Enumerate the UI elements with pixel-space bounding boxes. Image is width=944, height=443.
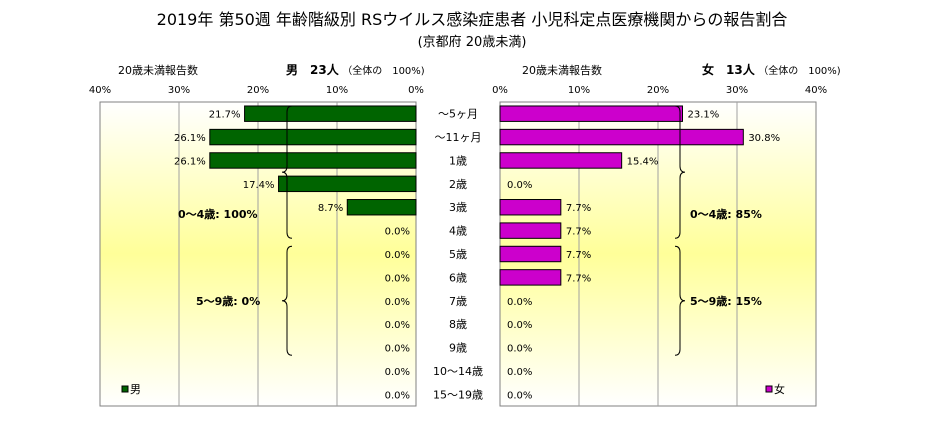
x-tick-label: 30% — [726, 85, 748, 96]
female-data-label: 15.4% — [627, 156, 659, 167]
left-panel-header: 男 23人 （全体の 100%) — [286, 61, 425, 78]
male-data-label: 17.4% — [243, 180, 275, 191]
male-data-label: 8.7% — [318, 203, 343, 214]
legend-label-male: 男 — [130, 383, 141, 396]
male-data-label: 0.0% — [385, 344, 410, 355]
female-5-9-brace — [674, 245, 686, 356]
male-data-label: 0.0% — [385, 227, 410, 238]
category-label: 6歳 — [449, 271, 467, 284]
x-tick-label: 0% — [492, 85, 508, 96]
category-label: 9歳 — [449, 342, 467, 355]
female-bar — [499, 269, 562, 286]
category-label: 10～14歳 — [433, 365, 483, 378]
female-data-label: 0.0% — [507, 180, 532, 191]
female-bar — [499, 128, 744, 146]
male-data-label: 0.0% — [385, 250, 410, 261]
female-data-label: 7.7% — [566, 227, 591, 238]
female-share: （全体の 100%) — [758, 66, 841, 77]
male-bar — [278, 175, 417, 193]
x-tick-label: 10% — [568, 85, 590, 96]
female-count: 女 13人 — [702, 63, 755, 77]
right-panel-header: 女 13人 （全体の 100%) — [702, 61, 841, 78]
legend-swatch-male — [121, 385, 129, 393]
x-tick-label: 10% — [326, 85, 348, 96]
female-0-4-brace — [674, 105, 686, 239]
male-bar — [346, 199, 417, 216]
female-data-label: 0.0% — [507, 297, 532, 308]
right-panel-xlabel: 20歳未満報告数 — [522, 64, 602, 77]
category-label: 1歳 — [449, 154, 467, 167]
male-0-4-brace — [281, 105, 293, 239]
category-label: 8歳 — [449, 318, 467, 331]
male-bar — [209, 152, 417, 169]
female-data-label: 7.7% — [566, 273, 591, 284]
female-data-label: 0.0% — [507, 390, 532, 401]
female-data-label: 0.0% — [507, 344, 532, 355]
category-label: 5歳 — [449, 248, 467, 261]
male-data-label: 0.0% — [385, 273, 410, 284]
legend-swatch-female — [765, 385, 773, 393]
male-count: 男 23人 — [286, 63, 339, 77]
x-tick-label: 40% — [805, 85, 827, 96]
male-data-label: 0.0% — [385, 390, 410, 401]
category-label: 3歳 — [449, 201, 467, 214]
category-label: 7歳 — [449, 295, 467, 308]
chart-subtitle: (京都府 20歳未満) — [417, 35, 527, 50]
female-data-label: 7.7% — [566, 250, 591, 261]
male-data-label: 0.0% — [385, 297, 410, 308]
female-data-label: 0.0% — [507, 320, 532, 331]
x-tick-label: 30% — [168, 85, 190, 96]
female-data-label: 23.1% — [687, 110, 719, 121]
male-0-4-annotation: 0～4歳: 100% — [178, 207, 258, 221]
legend-label-female: 女 — [774, 382, 785, 396]
x-tick-label: 20% — [647, 85, 669, 96]
male-5-9-annotation: 5～9歳: 0% — [196, 294, 260, 308]
male-bar — [209, 128, 417, 146]
chart-title: 2019年 第50週 年齢階級別 RSウイルス感染症患者 小児科定点医療機関から… — [156, 10, 788, 29]
male-data-label: 26.1% — [174, 156, 206, 167]
category-label: 15～19歳 — [433, 388, 483, 401]
male-bar — [244, 105, 417, 122]
x-tick-label: 20% — [247, 85, 269, 96]
male-data-label: 0.0% — [385, 320, 410, 331]
male-data-label: 21.7% — [209, 110, 241, 121]
female-data-label: 30.8% — [748, 133, 780, 144]
female-bar — [499, 152, 623, 169]
x-tick-label: 40% — [89, 85, 111, 96]
female-bar — [499, 105, 683, 122]
male-share: （全体の 100%) — [342, 66, 425, 77]
male-data-label: 0.0% — [385, 367, 410, 378]
female-data-label: 7.7% — [566, 203, 591, 214]
female-0-4-annotation: 0～4歳: 85% — [690, 207, 762, 221]
left-panel-xlabel: 20歳未満報告数 — [118, 64, 198, 77]
male-5-9-brace — [281, 245, 293, 356]
female-data-label: 0.0% — [507, 367, 532, 378]
female-bar — [499, 245, 562, 263]
male-data-label: 26.1% — [174, 133, 206, 144]
female-5-9-annotation: 5～9歳: 15% — [690, 294, 762, 308]
category-label: ～5ヶ月 — [438, 108, 478, 121]
category-label: 4歳 — [449, 225, 467, 238]
female-bar — [499, 222, 562, 239]
category-label: ～11ヶ月 — [435, 131, 482, 144]
x-tick-label: 0% — [408, 85, 424, 96]
category-label: 2歳 — [449, 178, 467, 191]
female-bar — [499, 199, 562, 216]
